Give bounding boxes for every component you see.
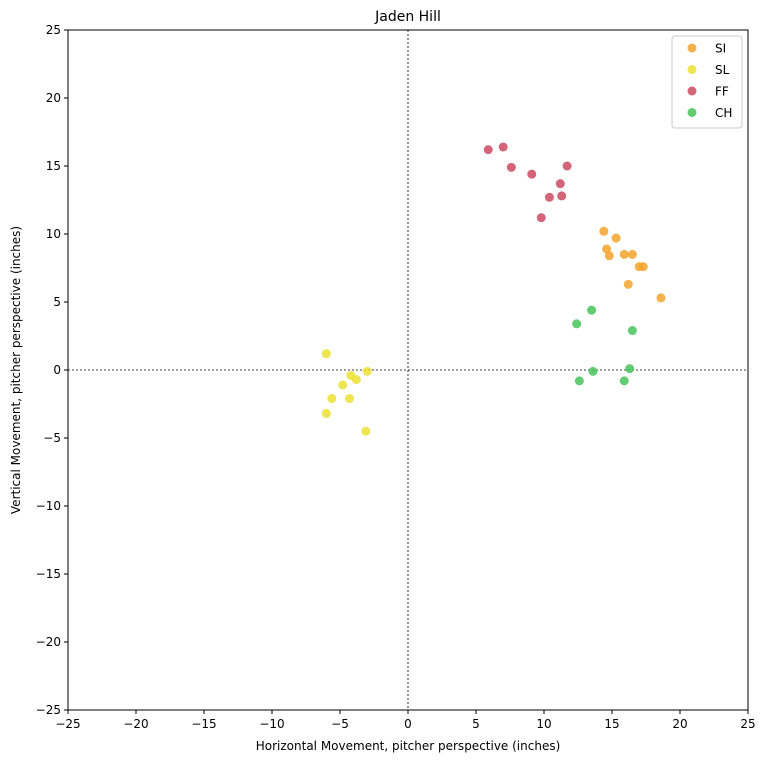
point-ch: [587, 305, 597, 315]
y-axis-ticks: −25 −20 −15 −10 −5 0 5 10 15 20 25: [36, 23, 68, 717]
legend-box: [671, 35, 743, 129]
point-ff: [544, 192, 554, 202]
series-ff: [483, 142, 572, 223]
point-si: [627, 249, 637, 259]
data-points: [321, 142, 666, 436]
y-tick-label: −15: [36, 567, 61, 581]
point-ff: [536, 213, 546, 223]
x-axis-ticks: −25 −20 −15 −10 −5 0 5 10 15 20 25: [55, 710, 756, 731]
point-ch: [574, 376, 584, 386]
legend-marker-ff: [687, 86, 697, 96]
point-ch: [572, 319, 582, 329]
point-si: [602, 244, 612, 254]
point-si: [656, 293, 666, 303]
point-ff: [527, 169, 537, 179]
point-si: [611, 233, 621, 243]
x-axis-label: Horizontal Movement, pitcher perspective…: [256, 739, 561, 753]
x-tick-label: −10: [259, 717, 284, 731]
point-sl: [362, 366, 372, 376]
series-ch: [572, 305, 637, 386]
legend-label-ch: CH: [715, 106, 732, 120]
y-tick-label: −25: [36, 703, 61, 717]
point-ff: [562, 161, 572, 171]
y-tick-label: 15: [46, 159, 61, 173]
legend-marker-ch: [687, 108, 697, 117]
x-tick-label: 20: [672, 717, 687, 731]
series-si: [599, 226, 666, 303]
chart-title: Jaden Hill: [374, 9, 441, 25]
x-tick-label: 25: [740, 717, 755, 731]
y-tick-label: 5: [53, 295, 61, 309]
y-tick-label: 10: [46, 227, 61, 241]
y-tick-label: −10: [36, 499, 61, 513]
legend: SI SL FF CH: [671, 35, 743, 129]
point-sl: [351, 375, 361, 385]
point-ch: [627, 326, 637, 336]
x-tick-label: 15: [604, 717, 619, 731]
x-tick-label: −5: [331, 717, 349, 731]
x-tick-label: 5: [472, 717, 480, 731]
reference-lines: [68, 30, 748, 710]
point-ch: [625, 364, 635, 374]
point-sl: [321, 409, 331, 419]
point-sl: [345, 394, 355, 404]
y-tick-label: 20: [46, 91, 61, 105]
x-tick-label: −25: [55, 717, 80, 731]
series-sl: [321, 349, 372, 436]
legend-label-ff: FF: [715, 85, 729, 99]
legend-marker-sl: [687, 65, 697, 74]
y-tick-label: 25: [46, 23, 61, 37]
point-si: [599, 226, 609, 236]
point-ff: [555, 179, 565, 189]
point-sl: [327, 394, 337, 404]
y-tick-label: −5: [43, 431, 61, 445]
point-ff: [557, 191, 567, 201]
y-tick-label: 0: [53, 363, 61, 377]
point-sl: [321, 349, 331, 359]
x-tick-label: 0: [404, 717, 412, 731]
y-axis-label: Vertical Movement, pitcher perspective (…: [9, 226, 23, 514]
y-tick-label: −20: [36, 635, 61, 649]
point-sl: [338, 380, 348, 390]
x-tick-label: 10: [536, 717, 551, 731]
x-tick-label: −15: [191, 717, 216, 731]
point-ff: [498, 142, 508, 152]
legend-label-si: SI: [715, 42, 726, 56]
point-ff: [483, 145, 493, 155]
point-ff: [506, 162, 516, 172]
point-si: [604, 251, 614, 261]
legend-label-sl: SL: [715, 63, 730, 77]
point-sl: [361, 426, 371, 436]
point-si: [619, 249, 629, 259]
point-ch: [588, 366, 598, 376]
point-si: [638, 262, 648, 272]
point-si: [623, 279, 633, 289]
legend-marker-si: [687, 43, 697, 53]
point-ch: [619, 376, 629, 386]
x-tick-label: −20: [123, 717, 148, 731]
